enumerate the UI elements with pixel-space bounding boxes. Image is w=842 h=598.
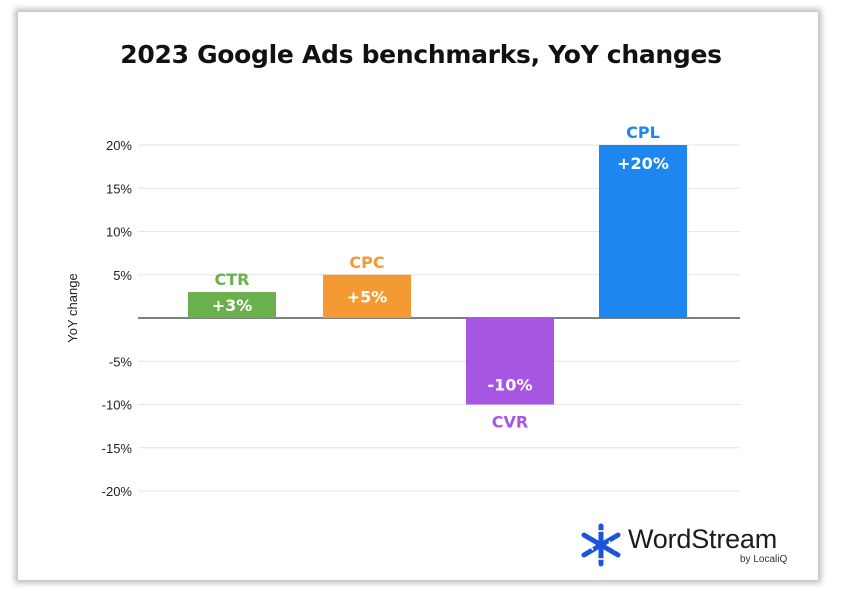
bar-cvr: [466, 318, 554, 405]
category-label: CTR: [215, 270, 250, 289]
bar-cpc: [323, 274, 411, 318]
bar-ctr: [188, 292, 276, 318]
data-label: +5%: [347, 287, 388, 306]
chart-title: 2023 Google Ads benchmarks, YoY changes: [120, 40, 722, 69]
category-label: CVR: [492, 413, 528, 432]
y-tick-label: 20%: [106, 138, 132, 153]
data-label: -10%: [488, 376, 533, 395]
bar-cpl: [599, 145, 687, 318]
y-tick-label: -15%: [102, 441, 133, 456]
y-tick-label: 5%: [113, 268, 132, 283]
wordstream-star-icon: [581, 523, 621, 567]
y-tick-label: 15%: [106, 181, 132, 196]
y-tick-label: -10%: [102, 398, 133, 413]
data-label: +20%: [617, 154, 669, 173]
y-tick-label: -5%: [109, 354, 133, 369]
data-label: +3%: [212, 296, 253, 315]
brand-name: WordStream: [628, 524, 778, 554]
category-label: CPC: [349, 253, 384, 272]
brand-tagline: by LocaliQ: [740, 554, 788, 565]
y-tick-label: 10%: [106, 225, 132, 240]
y-axis-label: YoY change: [65, 273, 80, 342]
y-tick-label: -20%: [102, 484, 133, 499]
wordstream-logo: WordStream by LocaliQ: [578, 520, 798, 570]
category-label: CPL: [626, 123, 660, 142]
